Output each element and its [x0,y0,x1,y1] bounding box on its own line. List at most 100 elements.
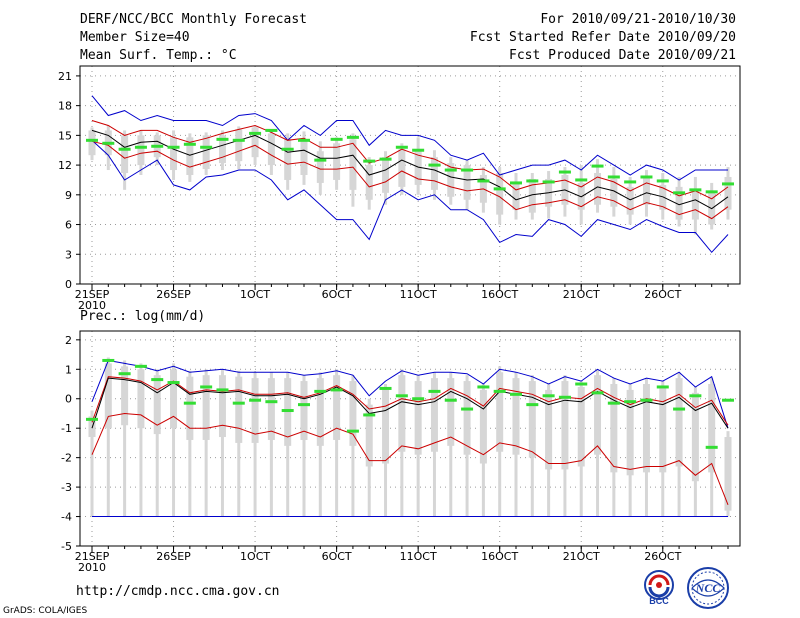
box [724,176,732,210]
median-marker [575,178,588,182]
box [708,384,716,473]
box [170,369,178,429]
median-marker [428,389,441,393]
box [316,151,324,183]
median-marker [493,187,506,191]
median-marker [265,128,278,132]
x-tick-label: 16OCT [481,288,518,301]
median-marker [591,164,604,168]
y-tick-label: -2 [61,452,72,465]
median-marker [444,398,457,402]
median-marker [624,400,637,404]
box [316,378,324,446]
x-tick-label: 26OCT [644,550,681,563]
y-tick-label: -4 [61,511,72,524]
y-tick-label: 0 [65,278,72,291]
box [430,378,438,452]
median-marker [330,388,343,392]
y-tick-label: 15 [58,129,72,142]
median-marker [461,168,474,172]
box [528,178,536,213]
box [528,381,536,458]
y-tick-label: 12 [58,159,72,172]
median-marker [542,180,555,184]
median-marker [395,145,408,149]
whisker [253,372,257,517]
lower-inner-line [91,140,729,220]
whisker [302,375,306,517]
median-marker [363,413,376,417]
box [626,186,634,215]
median-marker [102,358,115,362]
bcc-logo-text: BCC [649,596,669,606]
box [382,389,390,464]
median-marker [656,179,669,183]
median-marker [477,385,490,389]
member-size: Member Size=40 [80,30,190,45]
whisker [123,360,127,517]
box [235,129,243,162]
ensemble-mean-line [91,377,729,429]
median-marker [673,191,686,195]
median-marker [183,401,196,405]
temperature-panel: 0 3 6 9 12 15 18 21 21SEP 26SEP 1OCT 6OCT 11OCT 16OCT… [58,65,741,312]
bcc-logo: BCC [638,568,680,608]
median-marker [640,398,653,402]
median-marker [510,392,522,396]
median-marker [102,141,115,145]
precip-panel-title: Prec.: log(mm/d) [80,309,206,324]
median-marker [428,163,441,167]
whisker [172,363,176,517]
max-line [91,359,729,429]
median-marker [607,401,620,405]
x-tick-label: 21OCT [563,550,600,563]
box [104,363,112,429]
median-marker [656,385,669,389]
median-marker [705,445,718,449]
median-marker [281,409,294,413]
box [496,173,504,215]
box [642,176,650,205]
box [463,381,471,455]
upper-inner-line [91,120,729,200]
median-marker [493,389,506,393]
box [121,366,129,426]
box [512,182,520,210]
median-marker [379,157,392,161]
ncc-logo: NCC [684,566,732,610]
whisker [204,369,208,517]
box [512,378,520,455]
box [235,376,243,443]
median-marker [151,378,164,382]
box [675,378,683,467]
x-tick-label: 26SEP [156,288,191,301]
box [447,378,455,446]
forecast-period: For 2010/09/21-2010/10/30 [540,12,736,27]
variable-label: Mean Surf. Temp.: °C [80,48,237,63]
median-marker [640,175,653,179]
box [626,389,634,476]
footer-url[interactable]: http://cmdp.ncc.cma.gov.cn [76,584,280,599]
box [300,139,308,175]
y-tick-label: -5 [61,540,72,553]
x-tick-label: 1OCT [240,288,270,301]
median-marker [363,159,376,163]
x-year-label: 2010 [78,299,106,312]
lower-inner-line [91,412,729,505]
median-marker [298,138,310,142]
x-tick-label: 21SEP [75,288,110,301]
x-year-label: 2010 [78,561,106,574]
x-tick-label: 26SEP [156,550,191,563]
y-tick-label: -3 [61,481,72,494]
median-marker [118,372,131,376]
median-marker [379,386,392,390]
median-marker [461,407,474,411]
median-marker [395,394,408,398]
ensemble-mean-line [91,129,729,210]
box [594,375,602,455]
box [382,157,390,193]
box [186,376,194,440]
median-marker [607,175,620,179]
box [186,137,194,175]
